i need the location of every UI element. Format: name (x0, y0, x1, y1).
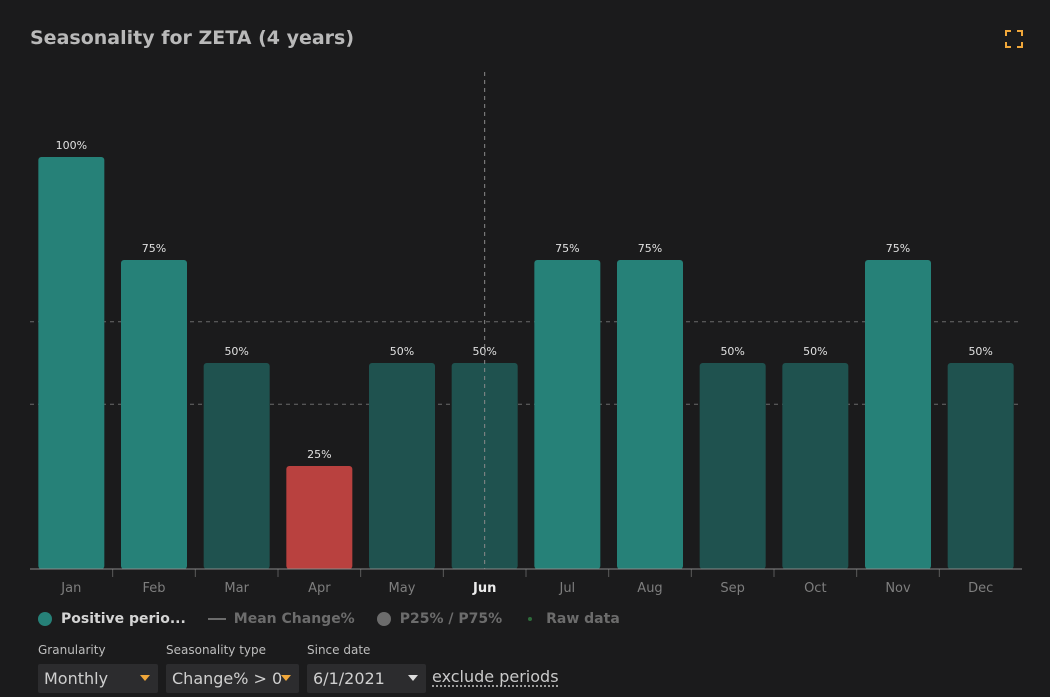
data-label-oct: 50% (803, 345, 827, 358)
seasonality-type-label: Seasonality type (166, 643, 267, 657)
data-label-feb: 75% (142, 242, 166, 255)
granularity-value: Monthly (44, 669, 109, 688)
granularity-label: Granularity (38, 643, 106, 657)
x-tick-label-sep: Sep (720, 581, 745, 596)
seasonality-type-select[interactable]: Change% > 0 (166, 664, 299, 693)
bar-apr[interactable] (286, 466, 353, 569)
bar-aug[interactable] (617, 260, 683, 569)
x-tick-label-jun: Jun (472, 581, 496, 596)
legend-label: P25% / P75% (399, 611, 503, 627)
data-label-apr: 25% (307, 448, 331, 461)
data-label-aug: 75% (638, 242, 662, 255)
legend-line-icon (207, 618, 226, 620)
legend-dot-icon (38, 612, 52, 626)
x-tick-label-nov: Nov (885, 581, 911, 596)
since-date-value: 6/1/2021 (313, 669, 385, 688)
legend-dot-icon (376, 612, 391, 626)
bar-sep[interactable] (699, 363, 766, 569)
legend-dot-icon (528, 617, 533, 621)
x-tick-label-dec: Dec (968, 581, 993, 596)
bar-chart: 100% Jan 75% Feb 50% Mar 25% Apr 50% May 50% Jun 75%… (30, 72, 1022, 596)
legend-item-p25-p75[interactable]: P25% / P75% (376, 611, 503, 627)
data-label-nov: 75% (886, 242, 910, 255)
legend-label: Mean Change% (233, 611, 355, 627)
x-tick-label-mar: Mar (224, 581, 249, 596)
x-tick-label-feb: Feb (142, 581, 165, 596)
x-tick-label-jan: Jan (60, 581, 81, 596)
x-tick-label-oct: Oct (804, 581, 826, 596)
data-label-jul: 75% (555, 242, 579, 255)
data-label-jan: 100% (56, 139, 87, 152)
seasonality-type-value: Change% > 0 (172, 669, 283, 688)
data-label-sep: 50% (720, 345, 744, 358)
bar-nov[interactable] (865, 260, 931, 569)
bar-dec[interactable] (947, 363, 1014, 569)
since-date-select[interactable]: 6/1/2021 (307, 664, 426, 693)
expand-icon[interactable] (1004, 29, 1024, 49)
exclude-periods-link[interactable]: exclude periods (432, 667, 559, 686)
bar-jan[interactable] (38, 157, 105, 569)
chevron-down-icon (408, 675, 418, 681)
data-label-jun: 50% (472, 345, 496, 358)
x-tick-label-apr: Apr (308, 581, 331, 596)
chevron-down-icon (281, 675, 291, 681)
x-tick-label-jul: Jul (558, 581, 575, 596)
legend-label: Positive perio... (61, 611, 186, 627)
chart-legend: Positive perio... Mean Change% P25% / P7… (38, 608, 642, 630)
data-label-may: 50% (390, 345, 414, 358)
x-tick-label-aug: Aug (637, 581, 662, 596)
bar-mar[interactable] (203, 363, 270, 569)
legend-item-mean-change[interactable]: Mean Change% (207, 611, 355, 627)
legend-item-raw-data[interactable]: Raw data (524, 611, 620, 627)
legend-item-positive-periods[interactable]: Positive perio... (38, 611, 186, 627)
chevron-down-icon (140, 675, 150, 681)
data-label-dec: 50% (968, 345, 992, 358)
data-label-mar: 50% (224, 345, 248, 358)
bar-may[interactable] (369, 363, 435, 569)
bar-oct[interactable] (782, 363, 849, 569)
x-tick-label-may: May (389, 581, 416, 596)
granularity-select[interactable]: Monthly (38, 664, 158, 693)
since-date-label: Since date (307, 643, 371, 657)
bar-jul[interactable] (534, 260, 601, 569)
chart-title: Seasonality for ZETA (4 years) (30, 27, 355, 49)
bar-feb[interactable] (121, 260, 187, 569)
legend-label: Raw data (546, 611, 620, 627)
